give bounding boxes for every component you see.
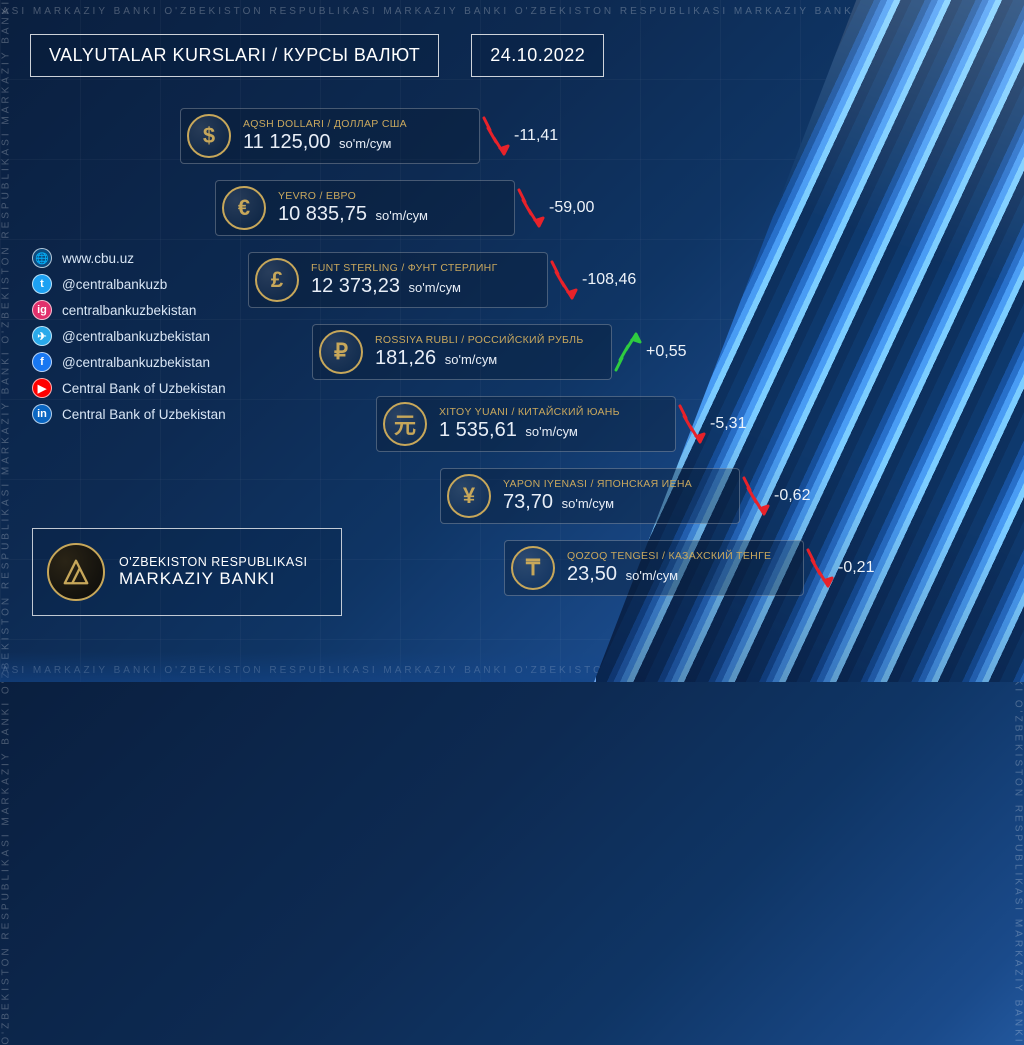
- rate-unit: so'm/сум: [409, 280, 461, 295]
- social-label: centralbankuzbekistan: [62, 303, 196, 318]
- currency-coin-icon: 元: [383, 402, 427, 446]
- social-item[interactable]: ✈ @centralbankuzbekistan: [32, 326, 226, 346]
- rate-unit: so'm/сум: [525, 424, 577, 439]
- trend-down-icon: [548, 258, 580, 302]
- rate-value: 11 125,00 so'm/сум: [243, 131, 407, 154]
- rate-row: $ AQSH DOLLARI / ДОЛЛАР США11 125,00 so'm…: [180, 108, 558, 164]
- social-label: www.cbu.uz: [62, 251, 134, 266]
- date-box: 24.10.2022: [471, 34, 604, 77]
- rate-value: 1 535,61 so'm/сум: [439, 419, 620, 442]
- trend-down-icon: [480, 114, 512, 158]
- rate-row: € YEVRO / ЕВРО10 835,75 so'm/сум -59,00: [215, 180, 594, 236]
- rate-unit: so'm/сум: [445, 352, 497, 367]
- rate-label: XITOY YUANI / КИТАЙСКИЙ ЮАНЬ: [439, 406, 620, 418]
- trend-down-icon: [515, 186, 547, 230]
- rate-delta: +0,55: [644, 343, 686, 361]
- rate-text: ROSSIYA RUBLI / РОССИЙСКИЙ РУБЛЬ181,26 s…: [375, 334, 584, 369]
- rate-text: YEVRO / ЕВРО10 835,75 so'm/сум: [278, 190, 428, 225]
- currency-coin-icon: ₽: [319, 330, 363, 374]
- social-label: @centralbankuzbekistan: [62, 355, 210, 370]
- social-icon: ✈: [32, 326, 52, 346]
- rate-label: YAPON IYENASI / ЯПОНСКАЯ ИЕНА: [503, 478, 692, 490]
- rate-value: 12 373,23 so'm/сум: [311, 275, 498, 298]
- social-icon: 🌐: [32, 248, 52, 268]
- rate-unit: so'm/сум: [339, 136, 391, 151]
- rate-delta: -11,41: [512, 127, 558, 145]
- rate-delta: -108,46: [580, 271, 636, 289]
- social-label: @centralbankuzbekistan: [62, 329, 210, 344]
- rate-box: $ AQSH DOLLARI / ДОЛЛАР США11 125,00 so'm…: [180, 108, 480, 164]
- rate-unit: so'm/сум: [376, 208, 428, 223]
- bank-line2: MARKAZIY BANKI: [119, 569, 308, 589]
- trend-up-icon: [612, 330, 644, 374]
- building-backdrop: [594, 0, 1024, 682]
- social-icon: ig: [32, 300, 52, 320]
- bank-logo-icon: [47, 543, 105, 601]
- title-box: VALYUTALAR KURSLARI / КУРСЫ ВАЛЮТ: [30, 34, 439, 77]
- rate-value: 181,26 so'm/сум: [375, 347, 584, 370]
- rate-text: XITOY YUANI / КИТАЙСКИЙ ЮАНЬ1 535,61 so'…: [439, 406, 620, 441]
- rate-label: ROSSIYA RUBLI / РОССИЙСКИЙ РУБЛЬ: [375, 334, 584, 346]
- watermark-left: O'ZBEKISTON RESPUBLIKASI MARKAZIY BANKI …: [1, 0, 12, 1045]
- currency-coin-icon: ¥: [447, 474, 491, 518]
- bank-line1: O'ZBEKISTON RESPUBLIKASI: [119, 555, 308, 569]
- rate-text: AQSH DOLLARI / ДОЛЛАР США11 125,00 so'm/…: [243, 118, 407, 153]
- rate-box: 元 XITOY YUANI / КИТАЙСКИЙ ЮАНЬ1 535,61 so…: [376, 396, 676, 452]
- rate-label: YEVRO / ЕВРО: [278, 190, 428, 202]
- rate-label: AQSH DOLLARI / ДОЛЛАР США: [243, 118, 407, 130]
- rate-delta: -59,00: [547, 199, 594, 217]
- social-label: @centralbankuzb: [62, 277, 167, 292]
- social-label: Central Bank of Uzbekistan: [62, 407, 226, 422]
- rate-row: £ FUNT STERLING / ФУНТ СТЕРЛИНГ12 373,23 …: [248, 252, 636, 308]
- currency-coin-icon: $: [187, 114, 231, 158]
- rate-box: € YEVRO / ЕВРО10 835,75 so'm/сум: [215, 180, 515, 236]
- social-item[interactable]: t @centralbankuzb: [32, 274, 226, 294]
- rate-row: ₽ ROSSIYA RUBLI / РОССИЙСКИЙ РУБЛЬ181,26 …: [312, 324, 686, 380]
- header: VALYUTALAR KURSLARI / КУРСЫ ВАЛЮТ 24.10.…: [30, 34, 604, 77]
- social-item[interactable]: ▶ Central Bank of Uzbekistan: [32, 378, 226, 398]
- bank-block: O'ZBEKISTON RESPUBLIKASI MARKAZIY BANKI: [32, 528, 342, 616]
- social-icon: in: [32, 404, 52, 424]
- currency-coin-icon: ₸: [511, 546, 555, 590]
- social-icon: ▶: [32, 378, 52, 398]
- social-item[interactable]: ig centralbankuzbekistan: [32, 300, 226, 320]
- rate-value: 10 835,75 so'm/сум: [278, 203, 428, 226]
- currency-coin-icon: £: [255, 258, 299, 302]
- social-list: 🌐 www.cbu.uz t @centralbankuzb ig centralbank…: [32, 248, 226, 424]
- social-item[interactable]: f @centralbankuzbekistan: [32, 352, 226, 372]
- rate-box: £ FUNT STERLING / ФУНТ СТЕРЛИНГ12 373,23 …: [248, 252, 548, 308]
- rate-label: FUNT STERLING / ФУНТ СТЕРЛИНГ: [311, 262, 498, 274]
- rate-box: ₽ ROSSIYA RUBLI / РОССИЙСКИЙ РУБЛЬ181,26 …: [312, 324, 612, 380]
- social-icon: f: [32, 352, 52, 372]
- social-item[interactable]: 🌐 www.cbu.uz: [32, 248, 226, 268]
- bank-title: O'ZBEKISTON RESPUBLIKASI MARKAZIY BANKI: [119, 555, 308, 589]
- currency-coin-icon: €: [222, 186, 266, 230]
- rate-unit: so'm/сум: [562, 496, 614, 511]
- social-label: Central Bank of Uzbekistan: [62, 381, 226, 396]
- social-item[interactable]: in Central Bank of Uzbekistan: [32, 404, 226, 424]
- rate-text: FUNT STERLING / ФУНТ СТЕРЛИНГ12 373,23 s…: [311, 262, 498, 297]
- social-icon: t: [32, 274, 52, 294]
